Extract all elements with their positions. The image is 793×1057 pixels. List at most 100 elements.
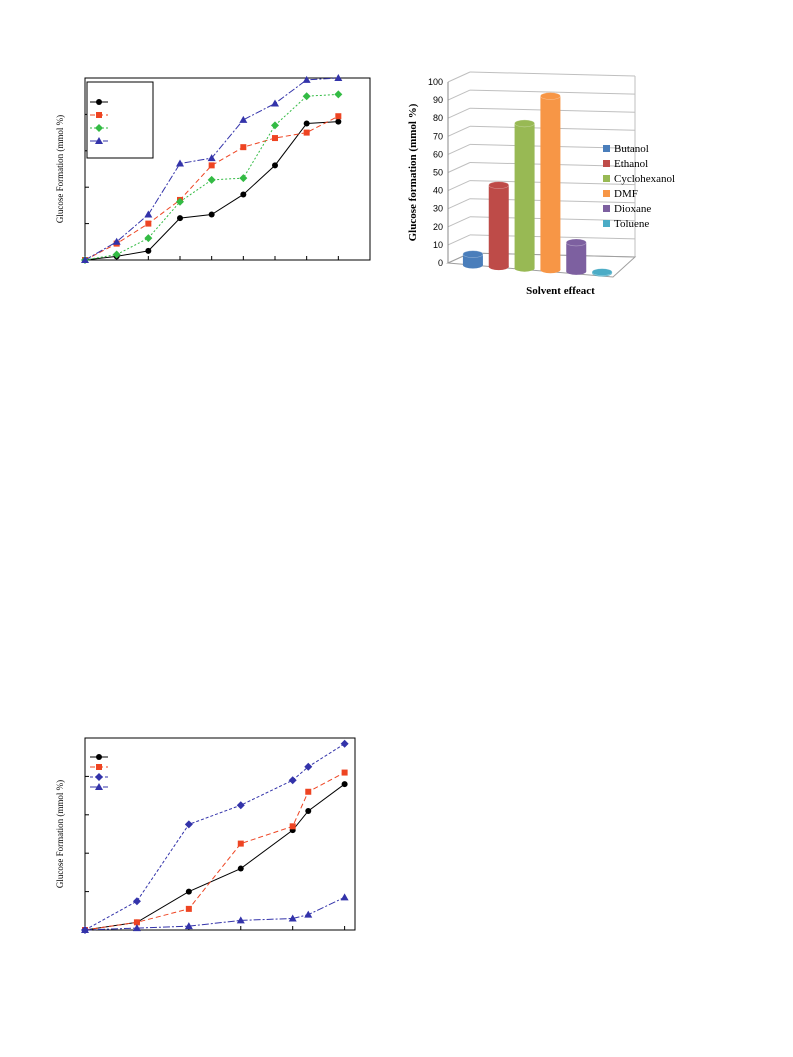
grid-side: [447, 143, 471, 155]
grid-side: [447, 89, 471, 101]
bar-ethanol: [488, 185, 509, 267]
series-3-point: [144, 210, 153, 218]
series-2-point: [271, 121, 279, 130]
series-3-point: [176, 159, 184, 167]
grid-side: [447, 71, 471, 83]
series-2-point: [288, 776, 297, 785]
series-3-point: [81, 256, 89, 263]
bar-cyclohexanol: [514, 123, 535, 269]
series-line-1: [84, 115, 339, 261]
y-tick-label: 40: [433, 186, 443, 196]
series-1-point: [237, 840, 244, 847]
series-0-point: [303, 120, 310, 127]
series-3-point: [334, 74, 343, 81]
series-1-point: [133, 919, 140, 926]
legend-box: [86, 81, 154, 159]
grid-side: [447, 107, 471, 119]
legend-swatch-4: [603, 205, 610, 212]
series-1-point: [335, 113, 342, 120]
series-3-point: [184, 922, 193, 930]
y-axis-label: Glucose Formation (mmol %): [55, 115, 65, 223]
bar-base-0: [462, 261, 483, 269]
glucose-line-chart-1: Glucose Formation (mmol %): [40, 60, 380, 280]
series-3-point: [271, 99, 279, 107]
series-line-0: [84, 783, 345, 931]
bar-butanol: [462, 254, 483, 265]
series-2-point: [184, 820, 193, 829]
grid-side: [447, 180, 471, 192]
series-3-point: [81, 926, 89, 933]
chart-2-svg: 0 10 20 30 40 50 60 70 80 90 100 Glucose formation …: [407, 71, 675, 297]
legend-swatch-2: [603, 175, 610, 182]
series-1-point: [305, 788, 312, 795]
series-2-point: [340, 739, 349, 748]
legend-marker-2: [95, 124, 103, 132]
series-3-point: [288, 914, 297, 922]
y-tick-label: 30: [433, 204, 443, 214]
series-3-point: [112, 237, 121, 245]
bar-dioxane: [566, 242, 587, 272]
legend-label-4: Dioxane: [614, 203, 651, 215]
bar-base-4: [566, 267, 587, 275]
y-tick-label: 70: [433, 131, 443, 141]
y-tick-label: 50: [433, 168, 443, 178]
grid-side: [447, 198, 471, 210]
y-axis-label: Glucose Formation (mmol %): [55, 780, 65, 888]
chart-1-svg: Glucose Formation (mmol %): [55, 74, 371, 264]
series-3-point: [207, 154, 216, 162]
plot-frame: [84, 737, 356, 931]
series-1-point: [145, 220, 152, 227]
y-tick-label: 20: [433, 222, 443, 232]
legend-marker-2: [95, 773, 103, 781]
legend-swatch-0: [603, 145, 610, 152]
legend-marker-3: [95, 137, 103, 144]
series-3-point: [304, 910, 313, 918]
legend-swatch-1: [603, 160, 610, 167]
series-3-point: [302, 75, 311, 83]
legend-swatch-3: [603, 190, 610, 197]
series-1-point: [289, 823, 296, 830]
y-tick-label: 60: [433, 149, 443, 159]
y-axis-label: Glucose formation (mmol %): [407, 103, 419, 241]
series-2-point: [302, 92, 311, 101]
series-line-3: [84, 896, 345, 931]
bar-top-5: [591, 268, 613, 276]
y-tick-label: 90: [433, 95, 443, 105]
y-tick-label: 80: [433, 113, 443, 123]
plot-frame: [84, 77, 371, 261]
grid-side: [447, 216, 471, 228]
legend-marker-0: [96, 754, 102, 760]
series-1-point: [240, 144, 247, 151]
legend-label-1: Ethanol: [614, 158, 648, 170]
bar-base-3: [540, 266, 561, 274]
series-0-point: [240, 191, 247, 198]
series-1-point: [208, 162, 215, 169]
bar-top-0: [462, 250, 484, 258]
glucose-line-chart-2: Glucose Formation (mmol %): [40, 730, 380, 940]
series-0-point: [145, 247, 152, 254]
series-0-point: [272, 162, 278, 169]
series-2-point: [176, 197, 184, 206]
grid-side: [447, 125, 471, 137]
bar-top-2: [514, 119, 535, 128]
series-2-point: [334, 90, 343, 99]
legend-marker-1: [96, 764, 102, 770]
y-tick-label: 100: [428, 77, 443, 87]
x-axis-label: Solvent effeact: [526, 285, 595, 297]
series-line-1: [84, 772, 345, 931]
bar-top-1: [488, 181, 510, 189]
series-0-point: [305, 807, 312, 814]
legend-label-5: Toluene: [614, 218, 649, 230]
series-2-point: [207, 175, 216, 184]
legend-marker-1: [96, 112, 102, 118]
chart-floor: [446, 252, 637, 278]
bar-base-2: [514, 264, 535, 272]
bar-top-4: [565, 238, 587, 247]
series-1-point: [272, 135, 278, 142]
legend-label-3: DMF: [614, 188, 638, 200]
bar-top-3: [540, 92, 561, 100]
series-3-point: [236, 916, 245, 924]
y-tick-label: 10: [433, 240, 443, 250]
legend-swatch-5: [603, 220, 610, 227]
series-0-point: [208, 211, 215, 218]
